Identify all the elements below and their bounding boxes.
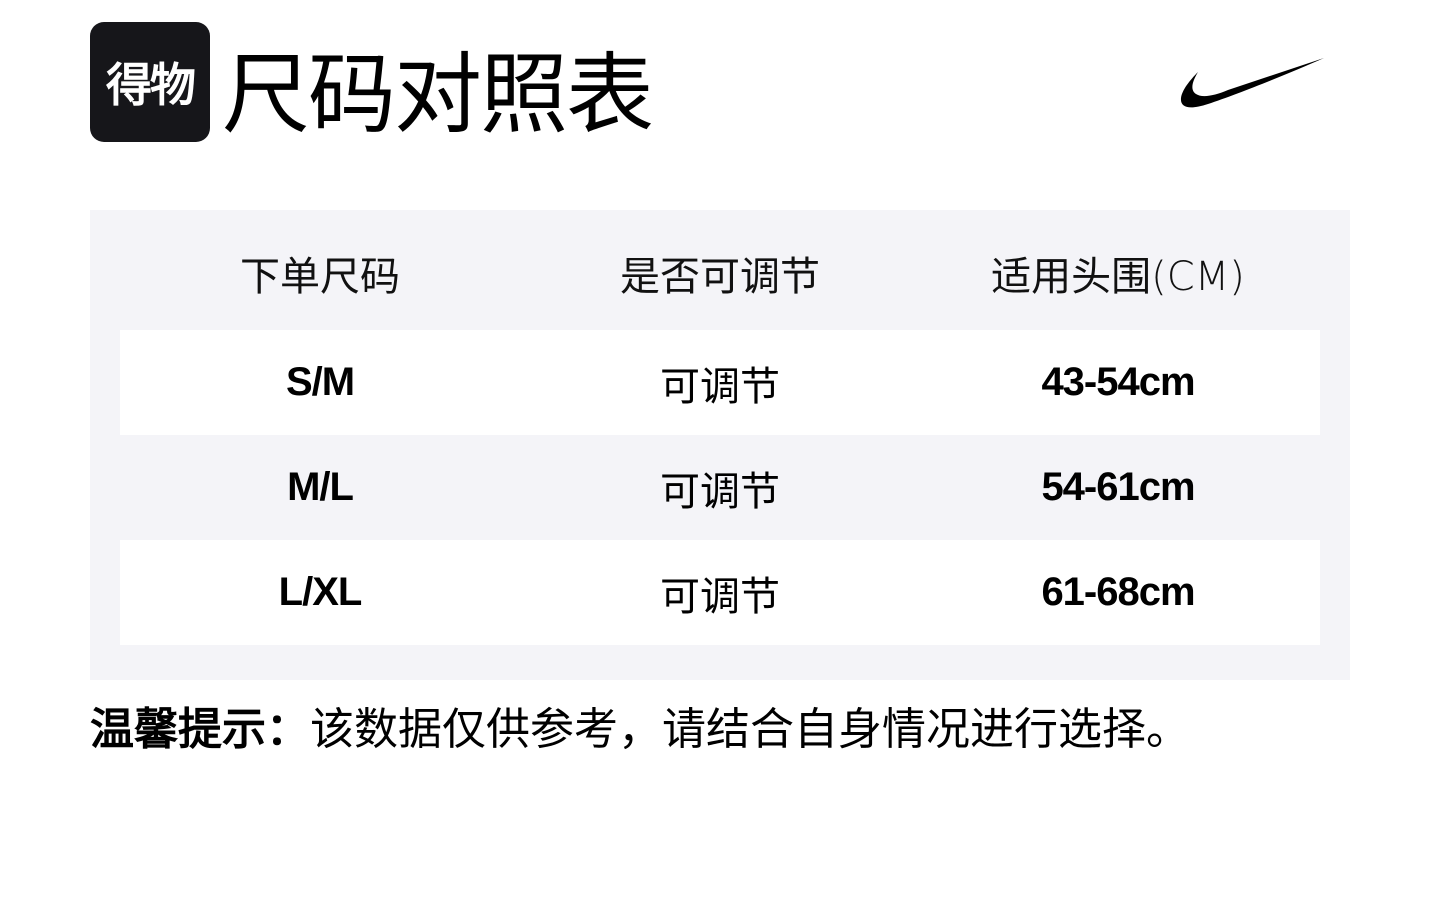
size-cell: L/XL	[278, 570, 363, 614]
tip-note: 温馨提示：该数据仅供参考，请结合自身情况进行选择。	[90, 700, 1190, 760]
nike-swoosh-icon	[1180, 58, 1324, 108]
tip-text: 该数据仅供参考，请结合自身情况进行选择。	[310, 704, 1190, 755]
adjustable-cell: 可调节	[660, 468, 780, 515]
table-row: S/M 可调节 43-54cm	[120, 330, 1320, 435]
header-size: 下单尺码	[240, 253, 400, 300]
header-adjustable: 是否可调节	[620, 253, 820, 300]
page-title: 尺码对照表	[222, 43, 654, 146]
size-cell: S/M	[285, 360, 355, 404]
size-cell: M/L	[287, 465, 354, 509]
adjustable-cell: 可调节	[660, 573, 780, 620]
header-head-circumference: 适用头围(CM)	[991, 253, 1245, 300]
circumference-cell: 43-54cm	[1041, 360, 1195, 404]
circumference-cell: 61-68cm	[1041, 570, 1195, 614]
logo-text: 得物	[106, 58, 196, 112]
size-table: 下单尺码 是否可调节 适用头围(CM) S/M 可调节 43-54cm M/L …	[90, 210, 1350, 680]
adjustable-cell: 可调节	[660, 363, 780, 410]
table-row: M/L 可调节 54-61cm	[120, 435, 1320, 540]
table-header-row: 下单尺码 是否可调节 适用头围(CM)	[120, 220, 1320, 325]
tip-label: 温馨提示：	[90, 704, 310, 755]
table-row: L/XL 可调节 61-68cm	[120, 540, 1320, 645]
circumference-cell: 54-61cm	[1041, 465, 1195, 509]
dewu-logo: 得物	[90, 22, 210, 142]
